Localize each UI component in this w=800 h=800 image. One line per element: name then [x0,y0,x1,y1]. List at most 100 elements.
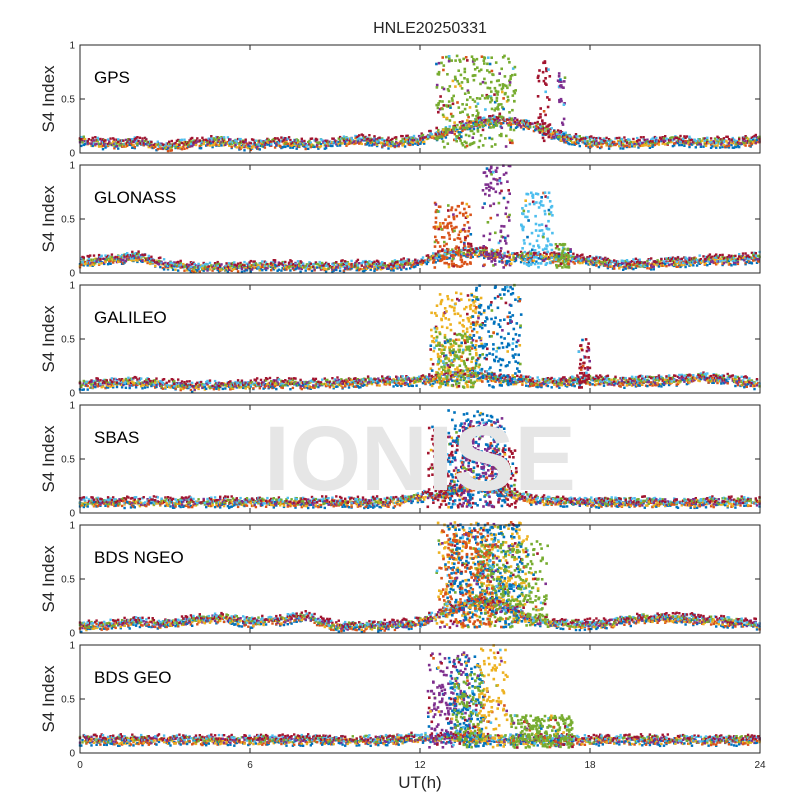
data-point [502,225,506,228]
data-point [681,140,685,143]
data-point [578,138,581,142]
data-point [646,140,649,143]
data-point [103,141,106,145]
data-point [500,67,503,71]
data-point [129,254,133,257]
data-point [201,141,204,144]
data-point [127,142,130,146]
data-point [466,234,470,238]
data-point [536,256,539,260]
data-point [271,266,274,270]
data-point [536,120,539,124]
data-point [490,69,494,73]
data-point [706,141,709,144]
data-point [443,255,446,259]
data-point [307,267,310,271]
data-point [105,258,108,262]
data-point [272,140,275,143]
data-point [298,264,301,267]
data-point [377,267,380,270]
data-point [736,144,740,147]
data-point [281,146,284,149]
data-point [506,234,510,238]
data-point [463,77,466,80]
data-point [528,202,532,206]
data-point [542,235,545,239]
data-point [434,221,438,224]
data-point [440,130,444,133]
data-point [441,107,444,111]
data-point [656,140,659,143]
data-point [97,262,101,265]
data-point [189,261,193,264]
data-point [96,136,99,140]
data-point [179,138,182,142]
data-point [578,257,581,261]
data-point [514,126,518,129]
data-point [477,121,481,124]
data-point [664,263,667,266]
data-point [692,259,695,262]
data-point [651,262,654,265]
data-point [736,139,740,143]
data-point [558,135,561,139]
y-axis-label: S4 Index [39,65,58,133]
data-point [389,267,393,270]
data-point [267,138,270,141]
data-point [744,252,747,255]
data-point [300,143,303,146]
data-point [82,382,85,385]
data-point [391,260,394,263]
data-point [582,141,585,144]
data-point [629,266,632,270]
data-point [509,77,512,81]
data-point [162,258,166,261]
data-point [375,140,379,143]
data-point [475,115,478,118]
data-point [486,86,490,90]
data-point [173,144,176,148]
data-point [430,133,434,136]
data-point [400,140,403,143]
data-point [481,118,485,121]
data-point [646,142,649,145]
data-point [480,124,483,127]
data-point [341,137,344,140]
data-point [409,141,412,145]
data-point [468,246,472,249]
data-point [194,143,198,147]
data-point [553,136,556,139]
data-point [457,106,461,109]
data-point [145,258,148,261]
data-point [507,118,510,121]
data-point [82,264,85,267]
data-point [90,142,93,146]
data-point [471,98,475,101]
data-point [642,136,645,139]
data-point [497,201,501,205]
data-point [534,214,537,218]
data-point [567,266,571,269]
data-point [133,145,136,149]
data-point [435,83,439,87]
data-point [231,140,235,143]
data-point [508,121,511,124]
data-point [625,145,629,149]
data-point [470,245,473,248]
data-point [89,254,92,257]
data-point [490,173,493,176]
data-point [388,139,391,142]
data-point [97,145,101,148]
data-point [234,265,237,268]
data-point [381,261,384,264]
data-point [434,134,437,137]
data-point [530,122,533,125]
data-point [412,265,416,269]
data-point [452,213,455,216]
data-point [753,259,756,262]
data-point [331,270,334,273]
data-point [341,262,344,266]
data-point [636,136,639,140]
data-point [333,139,337,142]
